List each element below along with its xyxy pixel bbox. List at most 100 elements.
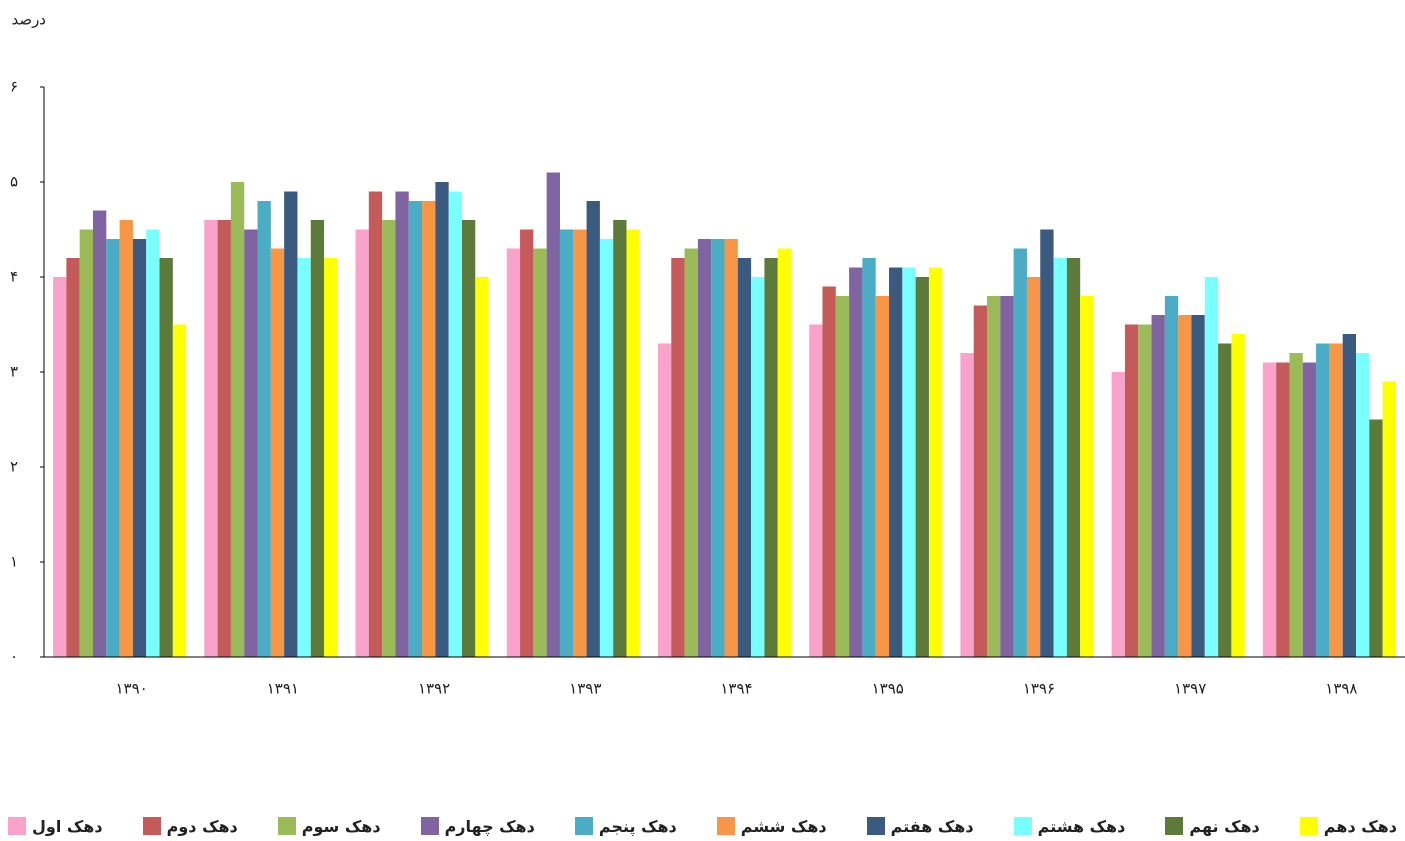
bar [711, 239, 725, 657]
bar [1191, 315, 1205, 657]
bar [1000, 296, 1014, 657]
legend-swatch [277, 817, 296, 835]
legend-swatch [1165, 817, 1184, 835]
y-tick-label: ۴ [10, 268, 18, 286]
legend-item: دهک سوم [277, 816, 381, 836]
legend-label: دهک سوم [301, 816, 381, 836]
bar [408, 201, 423, 657]
y-tick-label: ۳ [10, 363, 18, 381]
legend-label: دهک نهم [1189, 816, 1260, 836]
bar [889, 267, 903, 657]
x-tick-label: ۱۳۹۸ [1325, 680, 1357, 698]
legend-item: دهک دوم [142, 816, 238, 836]
bar [1053, 258, 1067, 657]
legend-item: دهک پنجم [574, 816, 677, 836]
bar [79, 229, 93, 657]
bar [297, 258, 311, 657]
bar [573, 229, 587, 657]
y-tick-label: ۱ [10, 553, 18, 571]
bar [1262, 362, 1277, 657]
bar [284, 191, 298, 657]
bar [599, 239, 614, 657]
legend-item: دهک هفتم [866, 816, 974, 836]
bar [435, 182, 449, 657]
bar [737, 258, 752, 657]
bar [1276, 362, 1290, 657]
legend-swatch [420, 817, 439, 835]
bar [1369, 419, 1383, 657]
bar [106, 239, 120, 657]
legend-label: دهک پنجم [598, 816, 677, 836]
legend-swatch [716, 817, 735, 835]
bar [559, 229, 574, 657]
bar [671, 258, 685, 657]
bar [960, 353, 974, 657]
legend-label: دهک ششم [740, 816, 827, 836]
bar [422, 201, 436, 657]
bar [1066, 258, 1081, 657]
bar [1302, 362, 1317, 657]
legend-swatch [574, 817, 593, 835]
bar [724, 239, 738, 657]
bar [310, 220, 325, 657]
legend-swatch [1299, 817, 1318, 835]
bar [1151, 315, 1165, 657]
bar [217, 220, 231, 657]
bar [902, 267, 916, 657]
chart: درصد ۰ ۱ ۲ ۳ ۴ ۵ ۶ ۱۳۹۰ ۱۳۹۱ ۱۳۹۲ ۱۳۹۳ ۱۳۹۴ ۱۳۹۵ ۱۳۹۶… [10, 11, 1405, 698]
bar [1138, 324, 1152, 657]
bar [119, 220, 133, 657]
legend-label: دهک هشتم [1037, 816, 1126, 836]
bar [928, 267, 943, 657]
x-tick-label: ۱۳۹۲ [418, 680, 450, 698]
bar [973, 305, 988, 657]
bar [324, 258, 338, 657]
bar [66, 258, 80, 657]
bar [586, 201, 600, 657]
legend: دهک اول دهک دوم دهک سوم دهک چهارم دهک پنجم ده… [8, 812, 1397, 840]
bar [1342, 334, 1357, 657]
bar [1204, 277, 1219, 657]
bar [751, 277, 765, 657]
bar [461, 220, 476, 657]
legend-label: دهک دوم [166, 816, 238, 836]
legend-label: دهک چهارم [444, 816, 535, 836]
bar [613, 220, 627, 657]
legend-item: دهک هشتم [1013, 816, 1126, 836]
bar [1040, 229, 1054, 657]
bar [1080, 296, 1094, 657]
y-tick-label: ۶ [10, 78, 18, 96]
legend-label: دهک هفتم [890, 816, 974, 836]
bar [777, 248, 792, 657]
bar [546, 172, 560, 657]
bar [657, 343, 672, 657]
bar [862, 258, 876, 657]
legend-item: دهک ششم [716, 816, 827, 836]
bar [1231, 334, 1245, 657]
bar [1124, 324, 1139, 657]
bar [835, 296, 850, 657]
bar [395, 191, 409, 657]
bar [697, 239, 712, 657]
bar [684, 248, 698, 657]
bar [875, 296, 890, 657]
x-tick-label: ۱۳۹۴ [720, 680, 752, 698]
bar [53, 277, 67, 657]
bar [257, 201, 271, 657]
bar [849, 267, 863, 657]
y-tick-label: ۵ [10, 173, 18, 191]
bar [1164, 296, 1179, 657]
bar [172, 324, 187, 657]
bar [382, 220, 396, 657]
bar [244, 229, 258, 657]
y-tick-label: ۲ [10, 458, 18, 476]
bar [987, 296, 1001, 657]
legend-item: دهک چهارم [420, 816, 535, 836]
legend-swatch [866, 817, 885, 835]
bar [1289, 353, 1303, 657]
y-axis-label: درصد [11, 11, 46, 29]
x-tick-label: ۱۳۹۵ [872, 680, 904, 698]
bar [92, 210, 107, 657]
bar [1111, 372, 1125, 657]
